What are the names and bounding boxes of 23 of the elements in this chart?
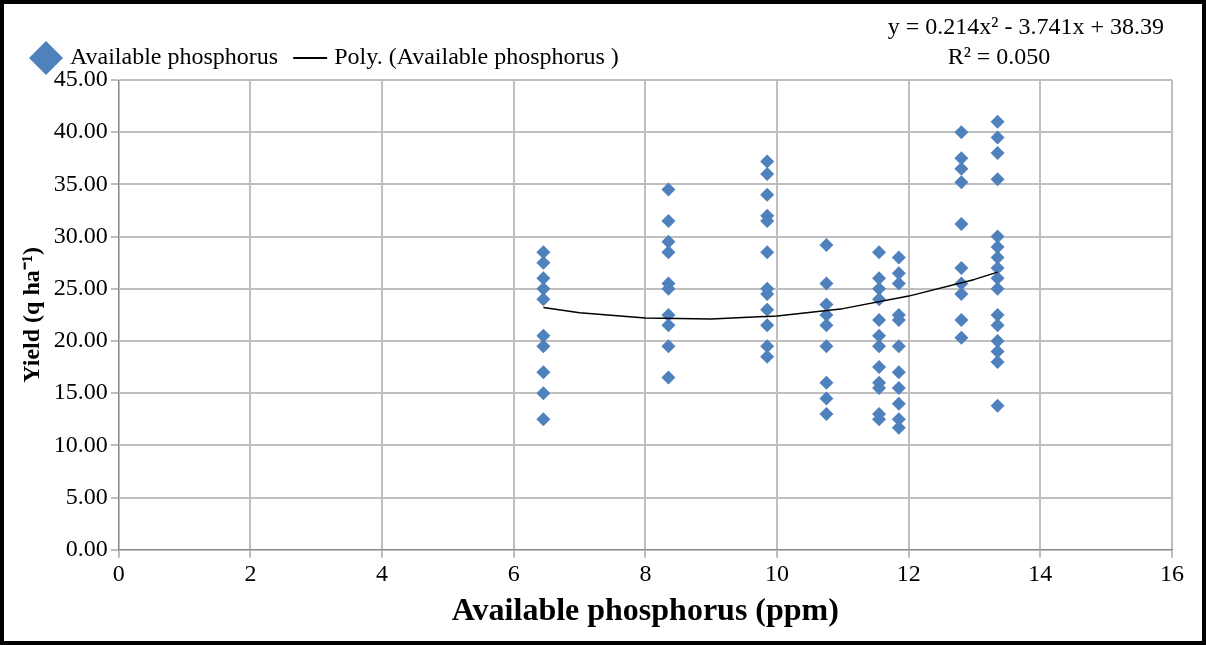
- x-tick-label: 12: [896, 560, 921, 587]
- x-tick-label: 2: [244, 560, 257, 587]
- x-tick-label: 10: [765, 560, 790, 587]
- x-tick-label: 14: [1028, 560, 1053, 587]
- x-tick-label: 16: [1160, 560, 1184, 587]
- y-tick-label: 10.00: [53, 430, 108, 457]
- x-tick-label: 6: [507, 560, 520, 587]
- x-axis-title: Available phosphorus (ppm): [451, 591, 839, 628]
- text: R² = 0.050: [947, 43, 1051, 70]
- text: y = 0.214x² - 3.741x + 38.39: [887, 13, 1164, 40]
- y-tick-label: 35.00: [53, 169, 108, 196]
- y-tick-label: 5.00: [65, 482, 108, 509]
- y-tick-label: 15.00: [53, 378, 108, 405]
- x-tick-label: 4: [376, 560, 389, 587]
- y-tick-label: 40.00: [53, 117, 108, 144]
- y-tick-label: 25.00: [53, 274, 108, 301]
- y-tick-label: 20.00: [53, 326, 108, 353]
- y-tick-label: 0.00: [65, 535, 108, 562]
- y-axis-title: Yield (q ha⁻¹): [17, 247, 44, 383]
- x-tick-label: 0: [112, 560, 125, 587]
- legend-label: Poly. (Available phosphorus ): [334, 43, 619, 70]
- y-tick-label: 30.00: [53, 221, 108, 248]
- x-tick-label: 8: [639, 560, 652, 587]
